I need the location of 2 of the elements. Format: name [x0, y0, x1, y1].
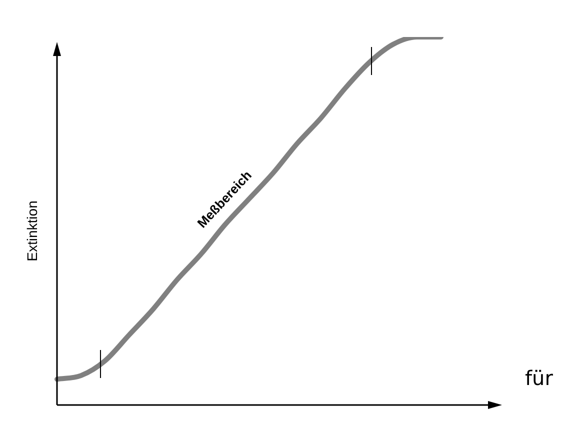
x-axis-title: für [525, 366, 554, 390]
y-axis-title: Extinktion [24, 200, 40, 262]
